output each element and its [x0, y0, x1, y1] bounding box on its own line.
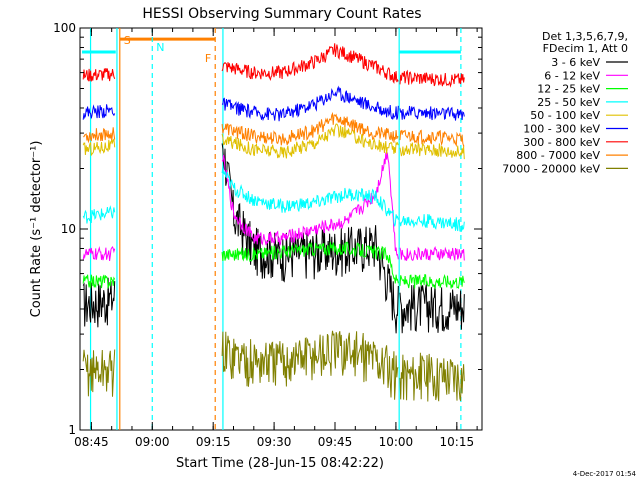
- x-tick-label-4: 09:45: [318, 435, 353, 449]
- y-tick-label-0: 1: [68, 423, 76, 437]
- y-axis-label: Count Rate (s⁻¹ detector⁻¹): [29, 141, 44, 318]
- series-line-5-seg-0: [82, 104, 116, 120]
- y-axis-ticks: 1 10 100: [53, 21, 482, 437]
- y-tick-label-2: 100: [53, 21, 76, 35]
- series-line-2-seg-0: [82, 274, 116, 290]
- legend-label-5: 100 - 300 keV: [523, 123, 600, 136]
- series-line-7-seg-2: [399, 129, 465, 148]
- legend-label-1: 6 - 12 keV: [544, 69, 600, 82]
- x-tick-label-0: 08:45: [74, 435, 109, 449]
- legend-header-1: Det 1,3,5,6,7,9,: [542, 30, 628, 43]
- legend-label-8: 7000 - 20000 keV: [502, 162, 600, 175]
- series-line-4-seg-1: [221, 123, 399, 159]
- series-line-1-seg-2: [399, 246, 465, 261]
- legend-header-2: FDecim 1, Att 0: [543, 42, 628, 55]
- legend-label-2: 12 - 25 keV: [537, 83, 600, 96]
- horizontal-bars: [82, 37, 461, 54]
- x-axis-ticks: 08:45 09:00 09:15 09:30 09:45 10:00 10:15: [74, 28, 478, 449]
- series-line-6-seg-0: [82, 68, 116, 82]
- series-line-4-seg-0: [82, 138, 116, 157]
- legend-label-0: 3 - 6 keV: [551, 56, 600, 69]
- legend: Det 1,3,5,6,7,9, FDecim 1, Att 0 3 - 6 k…: [502, 30, 628, 175]
- chart-title: HESSI Observing Summary Count Rates: [142, 6, 421, 22]
- series-lines: [82, 43, 465, 402]
- legend-label-4: 50 - 100 keV: [530, 109, 600, 122]
- series-line-1-seg-0: [82, 245, 116, 261]
- annotations: S N F: [124, 34, 211, 65]
- series-line-0-seg-1: [221, 143, 399, 334]
- annotation-n: N: [156, 41, 164, 54]
- annotation-s: S: [124, 34, 131, 47]
- series-line-4-seg-2: [399, 141, 465, 160]
- series-line-2-seg-2: [399, 274, 465, 290]
- x-tick-label-1: 09:00: [135, 435, 170, 449]
- series-line-5-seg-2: [399, 105, 465, 121]
- annotation-f: F: [205, 52, 211, 65]
- series-line-3-seg-0: [82, 205, 116, 224]
- series-line-0-seg-2: [399, 284, 465, 334]
- series-line-1-seg-1: [221, 152, 399, 260]
- series-line-6-seg-2: [399, 69, 465, 88]
- x-tick-label-3: 09:30: [257, 435, 292, 449]
- x-tick-label-6: 10:15: [440, 435, 475, 449]
- series-line-8-seg-1: [221, 330, 399, 400]
- series-line-3-seg-1: [221, 166, 399, 227]
- y-tick-label-1: 10: [61, 222, 76, 236]
- series-line-2-seg-1: [221, 241, 399, 284]
- series-line-8-seg-0: [82, 349, 116, 397]
- x-tick-label-2: 09:15: [196, 435, 231, 449]
- footer-date: 4-Dec-2017 01:54: [573, 470, 637, 478]
- series-line-8-seg-2: [399, 352, 465, 402]
- series-line-7-seg-0: [83, 127, 116, 144]
- legend-label-7: 800 - 7000 keV: [516, 149, 600, 162]
- legend-label-6: 300 - 800 keV: [523, 136, 600, 149]
- legend-label-3: 25 - 50 keV: [537, 96, 600, 109]
- x-axis-label: Start Time (28-Jun-15 08:42:22): [176, 456, 384, 471]
- x-tick-label-5: 10:00: [379, 435, 414, 449]
- series-line-5-seg-1: [221, 85, 399, 122]
- series-line-7-seg-1: [221, 111, 399, 146]
- series-line-6-seg-1: [221, 43, 399, 84]
- series-line-3-seg-2: [399, 214, 465, 232]
- series-line-0-seg-0: [82, 277, 116, 328]
